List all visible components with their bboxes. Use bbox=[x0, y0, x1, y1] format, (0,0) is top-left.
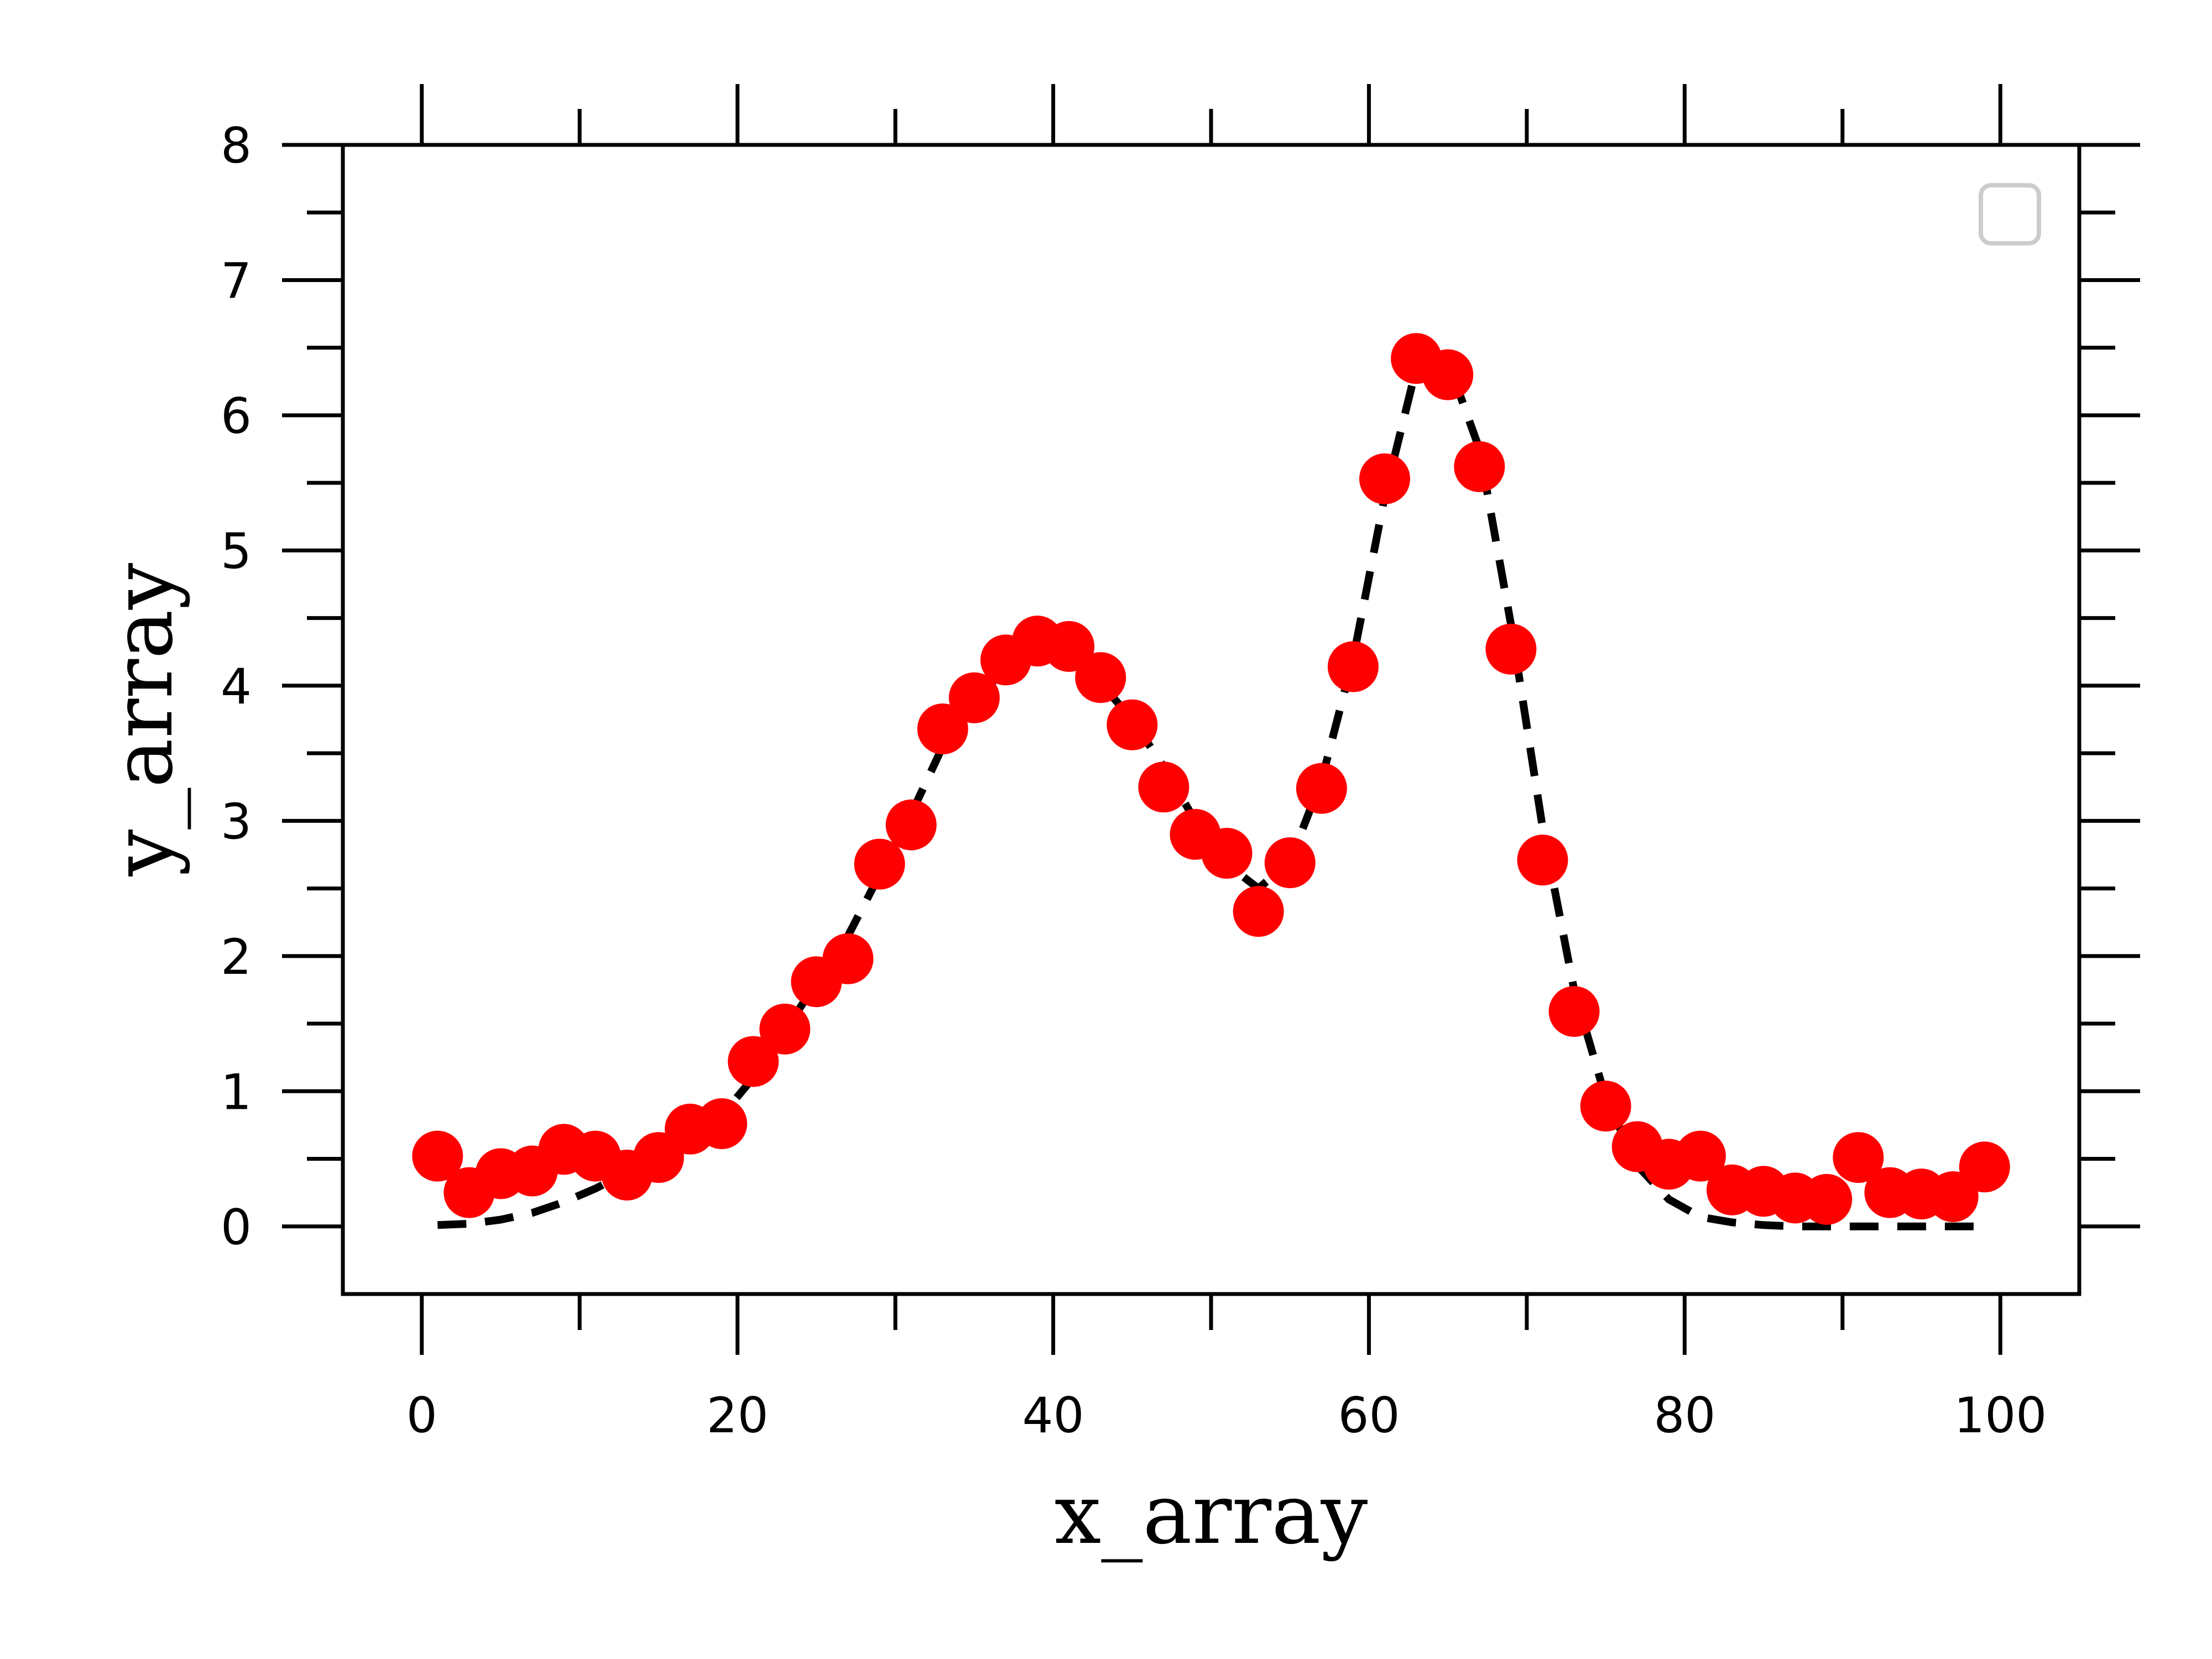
data-point bbox=[1264, 837, 1316, 889]
y-tick-label: 7 bbox=[221, 252, 252, 309]
x-tick-label: 0 bbox=[406, 1387, 437, 1444]
data-point bbox=[759, 1003, 811, 1055]
data-point bbox=[1517, 834, 1568, 886]
x-tick-label: 20 bbox=[707, 1387, 769, 1444]
data-point bbox=[854, 838, 905, 890]
y-tick-label: 2 bbox=[221, 928, 252, 985]
y-tick-label: 6 bbox=[221, 388, 252, 445]
y-tick-label: 5 bbox=[221, 523, 252, 580]
data-point bbox=[1833, 1132, 1884, 1183]
data-point bbox=[1327, 641, 1379, 692]
y-tick-label: 3 bbox=[221, 793, 252, 850]
data-point bbox=[1138, 761, 1190, 813]
data-point bbox=[1801, 1173, 1853, 1225]
data-point bbox=[1359, 453, 1410, 504]
data-point bbox=[1422, 349, 1474, 400]
x-tick-label: 80 bbox=[1653, 1387, 1715, 1444]
data-point bbox=[1580, 1081, 1631, 1132]
fit-curve-layer bbox=[437, 357, 1985, 1230]
y-tick-label: 8 bbox=[221, 117, 252, 174]
y-axis-label: y_array bbox=[95, 562, 191, 877]
data-point bbox=[1107, 699, 1158, 750]
data-point bbox=[1296, 763, 1347, 814]
data-point bbox=[1485, 623, 1537, 675]
x-tick-label: 60 bbox=[1338, 1387, 1400, 1444]
data-point bbox=[696, 1098, 748, 1149]
data-point bbox=[822, 933, 874, 984]
x-axis-label: x_array bbox=[1055, 1467, 1368, 1563]
y-tick-label: 0 bbox=[221, 1199, 252, 1256]
data-point bbox=[917, 703, 968, 755]
data-point bbox=[728, 1036, 779, 1087]
data-point bbox=[412, 1130, 463, 1182]
y-tick-label: 1 bbox=[221, 1063, 252, 1120]
legend-box bbox=[1979, 183, 2041, 246]
data-point bbox=[1548, 986, 1600, 1037]
data-point bbox=[1674, 1130, 1726, 1182]
data-point bbox=[1044, 620, 1095, 672]
ticks-layer bbox=[282, 84, 2140, 1355]
x-tick-label: 100 bbox=[1954, 1387, 2047, 1444]
data-point bbox=[1201, 828, 1253, 879]
data-point bbox=[1959, 1141, 2010, 1193]
data-point bbox=[1454, 441, 1505, 492]
x-tick-label: 40 bbox=[1022, 1387, 1084, 1444]
fit-curve-line bbox=[437, 357, 1985, 1230]
tick-labels-layer: 0 20 40 60 80 100 0 1 2 3 4 5 6 7 8 bbox=[221, 117, 2047, 1444]
y-tick-label: 4 bbox=[221, 658, 252, 715]
data-points-layer bbox=[412, 333, 2010, 1225]
data-point bbox=[1075, 652, 1126, 703]
data-point bbox=[885, 799, 937, 851]
data-point bbox=[948, 672, 1000, 723]
data-point bbox=[1233, 886, 1284, 937]
